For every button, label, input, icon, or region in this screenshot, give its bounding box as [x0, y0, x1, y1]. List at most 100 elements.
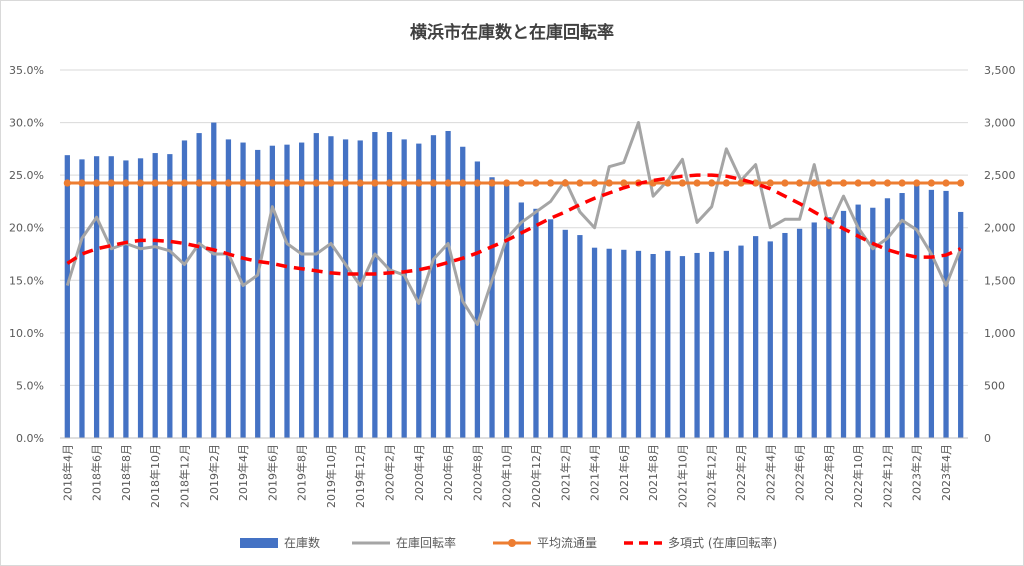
x-tick-label: 2020年10月: [500, 444, 514, 508]
x-tick-label: 2021年4月: [588, 444, 602, 501]
marker-average-flow: [957, 179, 965, 187]
x-tick-label: 2018年6月: [90, 444, 104, 501]
x-tick-label: 2022年10月: [851, 444, 865, 508]
marker-average-flow: [312, 179, 320, 187]
legend-swatch-marker: [508, 539, 516, 547]
bar-stock: [167, 154, 173, 438]
bar-stock: [826, 217, 832, 438]
marker-average-flow: [239, 179, 247, 187]
x-tick-label: 2021年12月: [705, 444, 719, 508]
marker-average-flow: [78, 179, 86, 187]
bar-stock: [650, 254, 656, 438]
bar-stock: [533, 208, 539, 438]
x-tick-label: 2022年6月: [793, 444, 807, 501]
bar-stock: [694, 252, 700, 438]
y-left-tick-label: 30.0%: [9, 117, 44, 130]
legend: 在庫数 在庫回転率 平均流通量 多項式 (在庫回転率): [240, 535, 777, 550]
x-tick-label: 2018年12月: [177, 444, 191, 508]
bar-stock: [284, 144, 290, 438]
bar-stock: [665, 250, 671, 438]
marker-average-flow: [517, 179, 525, 187]
y-right-tick-label: 1,000: [984, 327, 1016, 340]
bar-stock: [196, 133, 202, 439]
bar-stock: [342, 139, 349, 438]
x-tick-label: 2019年6月: [265, 444, 279, 501]
marker-average-flow: [605, 179, 613, 187]
y-right-tick-label: 3,500: [984, 64, 1016, 77]
y-left-tick-label: 20.0%: [9, 222, 44, 235]
bar-stock: [562, 229, 568, 438]
bar-stock: [64, 155, 70, 438]
marker-average-flow: [839, 179, 848, 187]
marker-average-flow: [664, 179, 672, 187]
marker-average-flow: [356, 179, 364, 187]
bar-stock: [635, 250, 642, 438]
bar-stock: [899, 193, 905, 438]
bar-stock: [79, 159, 85, 438]
marker-average-flow: [122, 179, 130, 187]
bar-stock: [958, 211, 964, 438]
bar-stock: [240, 142, 246, 438]
bar-stock: [723, 250, 729, 438]
bar-stock: [591, 247, 598, 438]
trendline-poly: [66, 173, 962, 276]
axes: 0.0% 5.0% 10.0% 15.0% 20.0% 25.0% 30.0% 35.0% 0 5…: [9, 64, 1015, 508]
marker-average-flow: [327, 179, 335, 187]
bar-stock: [416, 143, 422, 438]
marker-average-flow: [151, 179, 159, 187]
marker-average-flow: [678, 179, 687, 187]
y-left-tick-label: 35.0%: [9, 64, 44, 77]
y-left-tick-label: 15.0%: [9, 274, 44, 287]
bar-stock: [840, 210, 847, 438]
bar-stock: [255, 149, 261, 438]
bar-stock: [870, 207, 876, 438]
marker-average-flow: [576, 179, 584, 187]
bar-stock: [474, 161, 481, 438]
y-left-tick-label: 5.0%: [16, 379, 44, 392]
bar-stock: [811, 222, 817, 438]
x-tick-label: 2018年4月: [60, 444, 74, 501]
bar-stock: [679, 256, 686, 438]
y-left-tick-label: 10.0%: [9, 327, 44, 340]
marker-average-flow: [283, 179, 291, 187]
legend-swatch-bar: [240, 538, 278, 548]
marker-average-flow: [341, 179, 350, 187]
line-turnover-rate: [65, 121, 963, 326]
line-series-layer: [63, 121, 965, 326]
bar-stock: [401, 139, 407, 438]
bar-stock: [225, 139, 232, 438]
bar-stock: [621, 249, 627, 438]
marker-average-flow: [488, 179, 496, 187]
marker-average-flow: [459, 179, 467, 187]
marker-average-flow: [547, 179, 555, 187]
bar-stock: [328, 136, 334, 439]
marker-average-flow: [254, 179, 262, 187]
legend-label: 在庫数: [284, 535, 320, 550]
bar-stock: [782, 232, 788, 438]
bar-stock: [181, 140, 188, 438]
marker-average-flow: [825, 179, 833, 187]
bar-stock: [489, 177, 495, 438]
marker-average-flow: [722, 179, 730, 187]
legend-label: 在庫回転率: [396, 535, 456, 550]
marker-average-flow: [913, 179, 921, 187]
x-tick-label: 2019年2月: [207, 444, 221, 501]
marker-average-flow: [561, 179, 569, 187]
marker-average-flow: [63, 179, 71, 187]
marker-average-flow: [136, 179, 145, 187]
marker-average-flow: [371, 179, 379, 187]
bar-stock: [152, 153, 158, 438]
bar-stock: [357, 140, 363, 438]
bar-series-stock: [64, 122, 964, 439]
x-tick-label: 2022年8月: [822, 444, 836, 501]
x-tick-label: 2023年2月: [910, 444, 924, 501]
y-left-tick-label: 25.0%: [9, 169, 44, 182]
x-tick-label: 2020年6月: [441, 444, 455, 501]
bar-stock: [460, 146, 466, 439]
marker-average-flow: [810, 179, 818, 187]
marker-average-flow: [927, 179, 935, 187]
marker-average-flow: [781, 179, 789, 187]
marker-average-flow: [268, 179, 276, 187]
bar-stock: [313, 133, 319, 439]
